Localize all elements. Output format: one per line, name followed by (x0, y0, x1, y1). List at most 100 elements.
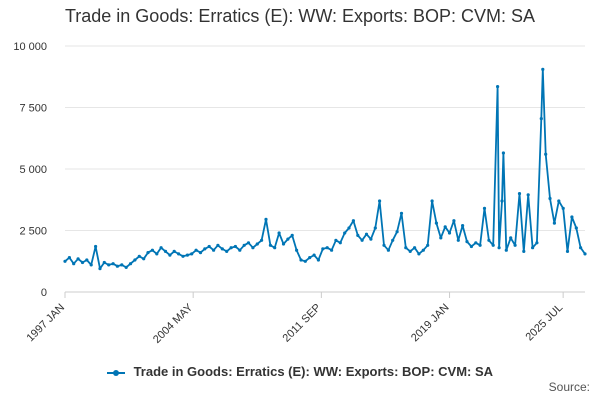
data-point (312, 253, 316, 257)
data-point (203, 247, 207, 251)
data-point (251, 246, 255, 250)
data-point (89, 263, 93, 267)
data-point (382, 243, 386, 247)
data-point (142, 257, 146, 261)
x-tick-label: 1997 JAN (24, 302, 67, 345)
data-point (456, 238, 460, 242)
data-point (465, 240, 469, 244)
data-point (290, 233, 294, 237)
data-point (439, 236, 443, 240)
data-point (150, 248, 154, 252)
data-point (159, 246, 163, 250)
data-point (255, 242, 259, 246)
data-point (351, 219, 355, 223)
data-point (469, 244, 473, 249)
y-tick-label: 7 500 (19, 103, 47, 115)
data-point (107, 263, 111, 267)
data-point (347, 226, 351, 230)
data-point (190, 252, 194, 256)
data-point (207, 244, 211, 249)
y-tick-label: 0 (41, 287, 47, 299)
data-point (583, 252, 587, 256)
data-point (172, 249, 176, 253)
data-point (194, 248, 198, 252)
data-point (98, 267, 102, 271)
data-point (233, 244, 237, 249)
data-point (513, 243, 517, 247)
data-point (168, 253, 172, 257)
data-point (303, 259, 307, 263)
data-point (321, 247, 325, 251)
chart-title: Trade in Goods: Erratics (E): WW: Export… (64, 6, 536, 26)
data-point (378, 199, 382, 203)
data-point (531, 246, 535, 250)
data-point (277, 231, 281, 235)
legend-swatch (106, 368, 125, 378)
data-point (504, 248, 508, 252)
data-point (501, 151, 505, 155)
data-point (325, 246, 329, 250)
data-point (408, 249, 412, 253)
data-point (452, 219, 456, 223)
data-point (496, 85, 500, 89)
data-point (225, 249, 229, 253)
data-point (497, 246, 501, 250)
data-point (548, 196, 552, 201)
data-point (246, 241, 251, 245)
data-point (535, 241, 539, 245)
data-point (369, 237, 373, 241)
data-point (373, 226, 377, 230)
data-point (552, 221, 557, 225)
data-point (163, 249, 168, 253)
data-point (426, 243, 430, 247)
legend-label: Trade in Goods: Erratics (E): WW: Export… (133, 364, 494, 379)
data-point (413, 246, 417, 250)
y-tick-label: 2 500 (19, 226, 47, 238)
data-point (421, 248, 425, 252)
data-point (517, 192, 522, 196)
data-point (155, 252, 159, 256)
y-tick-label: 10 000 (13, 41, 47, 53)
data-point (391, 238, 395, 242)
data-point (417, 252, 421, 256)
data-point (334, 238, 338, 242)
data-point (539, 117, 543, 121)
data-point (268, 243, 272, 247)
data-point (544, 152, 548, 156)
data-point (85, 258, 89, 262)
data-point (63, 259, 67, 263)
data-point (137, 254, 141, 258)
data-point (570, 215, 574, 219)
data-point (474, 241, 478, 245)
data-point (364, 232, 369, 236)
data-point (220, 247, 224, 251)
data-point (286, 237, 290, 241)
data-point (308, 256, 312, 260)
x-tick-label: 2019 JAN (409, 302, 452, 345)
data-point (264, 217, 268, 221)
data-point (522, 249, 526, 253)
data-point (177, 252, 181, 256)
data-point (133, 258, 137, 262)
data-point (316, 258, 320, 262)
data-point (185, 253, 189, 257)
data-point (281, 242, 286, 246)
data-point (443, 225, 447, 229)
data-point (500, 199, 504, 203)
data-point (120, 263, 124, 267)
data-point (299, 258, 303, 262)
data-point (338, 241, 342, 245)
data-point (399, 211, 404, 215)
data-point (557, 199, 561, 203)
data-point (216, 243, 220, 247)
data-point (579, 246, 583, 250)
data-point (434, 221, 438, 225)
source-label: Source: (548, 380, 590, 394)
data-point (330, 248, 334, 252)
data-point (447, 231, 452, 235)
legend[interactable]: Trade in Goods: Erratics (E): WW: Export… (0, 364, 600, 379)
data-point (67, 256, 71, 260)
data-point (238, 248, 242, 252)
data-point (461, 224, 465, 228)
